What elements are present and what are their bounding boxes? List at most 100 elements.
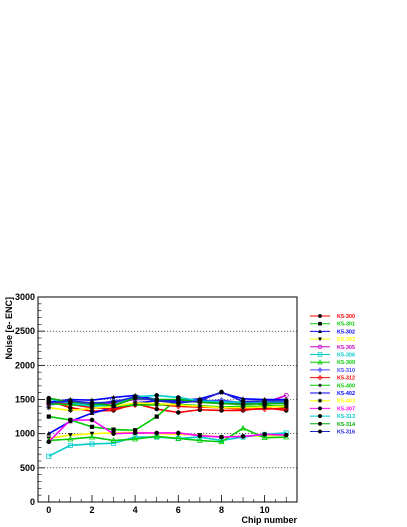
x-axis-label: Chip number	[242, 515, 298, 525]
legend-marker	[317, 398, 323, 403]
legend-label: K5-403	[337, 399, 355, 405]
legend-label: K5-402	[337, 391, 355, 397]
series-line	[48, 400, 287, 414]
data-point	[219, 434, 224, 440]
legend-label: K5-314	[337, 422, 356, 428]
legend-label: K5-306	[337, 353, 355, 359]
legend-label: K5-301	[337, 322, 355, 328]
legend-entry: K5-302	[310, 329, 355, 335]
data-point	[283, 432, 289, 438]
data-point	[46, 439, 52, 445]
legend-entry: K5-300	[310, 314, 355, 320]
legend-marker	[318, 429, 323, 434]
data-point	[68, 398, 73, 404]
data-point	[132, 430, 138, 436]
series-k5-309	[45, 424, 290, 445]
legend-marker	[317, 367, 323, 373]
data-point	[68, 433, 73, 438]
legend-label: K5-312	[337, 376, 355, 382]
legend: K5-300K5-301K5-302K5-303K5-305K5-306K5-3…	[310, 314, 356, 436]
series-k5-316	[46, 389, 289, 406]
data-point	[175, 410, 181, 415]
data-point	[46, 431, 52, 436]
legend-label: K5-316	[337, 430, 355, 436]
data-point	[67, 407, 73, 413]
legend-entry: K5-400	[310, 382, 355, 389]
data-point	[218, 405, 224, 411]
y-tick-label: 1500	[15, 395, 35, 405]
data-point	[46, 414, 51, 419]
series-line	[48, 391, 287, 404]
y-axis-label: Noise [e- ENC]	[4, 297, 14, 360]
legend-label: K5-310	[337, 368, 355, 374]
y-tick-label: 1000	[15, 429, 35, 439]
data-point	[110, 437, 117, 443]
legend-entry: K5-309	[310, 359, 355, 366]
legend-entry: K5-301	[310, 322, 355, 328]
legend-marker	[318, 337, 322, 342]
y-tick-label: 2000	[15, 360, 35, 370]
data-point	[175, 430, 181, 436]
data-point	[154, 430, 160, 436]
data-point	[132, 435, 139, 442]
data-point	[262, 398, 267, 404]
data-point	[197, 433, 203, 439]
data-point	[196, 437, 203, 443]
legend-entry: K5-314	[310, 422, 356, 428]
series-line	[48, 427, 287, 443]
legend-marker	[317, 390, 323, 395]
x-tick-label: 10	[260, 505, 270, 515]
legend-entry: K5-313	[310, 414, 355, 420]
data-point	[261, 434, 268, 441]
data-point	[67, 442, 73, 448]
x-tick-label: 0	[46, 505, 51, 515]
legend-marker	[318, 421, 323, 426]
data-point	[154, 406, 160, 412]
legend-label: K5-302	[337, 329, 355, 335]
data-point	[153, 433, 160, 439]
data-point	[46, 400, 52, 406]
data-point	[89, 441, 95, 447]
data-point	[110, 394, 117, 400]
data-point	[219, 401, 224, 406]
legend-label: K5-309	[337, 360, 355, 366]
legend-marker	[317, 344, 323, 349]
y-tick-label: 500	[20, 463, 35, 473]
data-point	[197, 398, 203, 404]
data-point	[240, 434, 246, 439]
y-tick-label: 2500	[15, 326, 35, 336]
legend-entry: K5-312	[310, 374, 355, 382]
legend-entry: K5-316	[310, 430, 355, 436]
data-point	[111, 431, 116, 436]
data-point	[111, 399, 116, 405]
legend-marker	[318, 314, 323, 319]
data-point	[132, 400, 138, 406]
legend-entry: K5-305	[310, 344, 355, 351]
data-point	[88, 433, 95, 440]
data-point	[132, 394, 138, 400]
y-tick-label: 0	[30, 497, 35, 507]
y-tick-label: 3000	[15, 292, 35, 302]
data-point	[46, 395, 52, 401]
data-point	[89, 417, 95, 423]
legend-marker	[318, 414, 323, 419]
legend-entry: K5-402	[310, 390, 355, 397]
data-point	[262, 432, 267, 437]
data-point	[197, 396, 203, 402]
legend-label: K5-307	[337, 406, 355, 412]
legend-entry: K5-303	[310, 337, 355, 343]
legend-entry: K5-306	[310, 352, 355, 359]
data-point	[89, 424, 95, 429]
data-point	[89, 397, 95, 403]
axis-ticks: 0 500 1000 1500 2000 2500 3000 0 2 4 6 8 10	[15, 292, 298, 515]
data-point	[133, 428, 138, 433]
data-point	[219, 389, 224, 395]
series-k5-307	[46, 417, 289, 445]
data-point	[240, 424, 247, 431]
data-point	[283, 398, 289, 404]
x-tick-label: 8	[219, 505, 224, 515]
x-tick-label: 2	[89, 505, 94, 515]
data-point	[175, 435, 182, 441]
legend-marker	[317, 374, 323, 381]
